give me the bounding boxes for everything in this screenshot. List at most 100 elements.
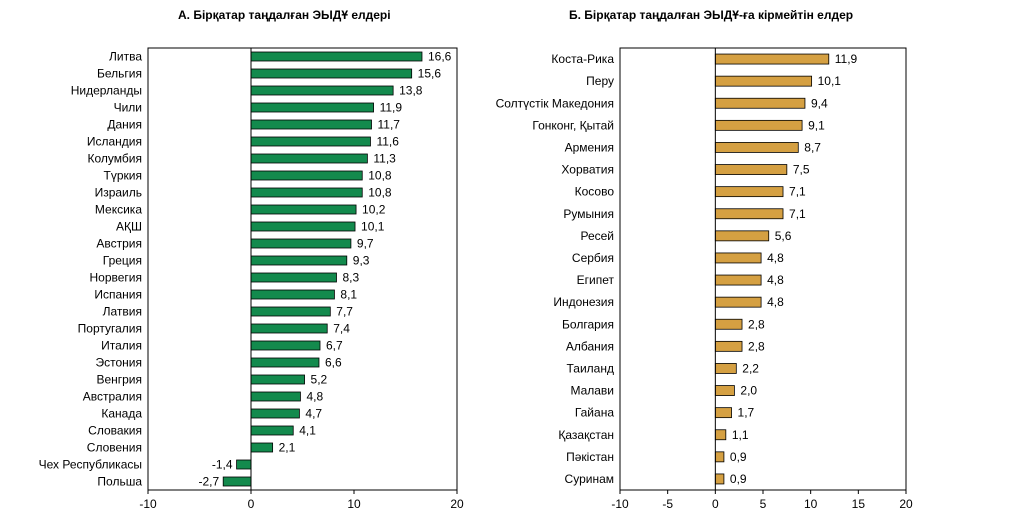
- bar: [222, 476, 252, 487]
- value-label: 5,2: [311, 373, 328, 387]
- value-label: 8,3: [342, 271, 359, 285]
- bar: [714, 451, 725, 463]
- value-label: 4,8: [767, 295, 784, 309]
- category-label: Португалия: [78, 322, 142, 336]
- category-label: Солтүстік Македония: [496, 96, 614, 110]
- bar: [250, 136, 371, 147]
- category-label: Норвегия: [89, 271, 142, 285]
- bar: [236, 459, 252, 470]
- x-tick-label: 10: [804, 497, 818, 511]
- x-tick-label: -10: [139, 497, 157, 511]
- category-label: Малави: [570, 384, 614, 398]
- bar: [250, 289, 335, 300]
- bar: [714, 186, 784, 198]
- chart-title-b: Б. Бірқатар таңдалған ЭЫДҰ-ға кірмейтін …: [569, 8, 854, 22]
- category-label: Коста-Рика: [551, 52, 614, 66]
- bar: [714, 407, 732, 419]
- bar: [714, 296, 762, 308]
- value-label: 0,9: [730, 450, 747, 464]
- x-tick-label: -10: [611, 497, 629, 511]
- category-label: Гайана: [575, 406, 615, 420]
- bar: [250, 85, 394, 96]
- value-label: 11,9: [835, 52, 858, 66]
- value-label: 5,6: [775, 229, 792, 243]
- plot-frame: [147, 47, 458, 491]
- category-label: Таиланд: [567, 361, 614, 375]
- value-label: 4,1: [299, 424, 316, 438]
- category-label: Чех Республикасы: [39, 458, 142, 472]
- value-label: 10,1: [361, 220, 385, 234]
- value-label: 6,6: [325, 356, 342, 370]
- category-label: Колумбия: [88, 152, 142, 166]
- category-label: Латвия: [103, 305, 142, 319]
- category-label: Дания: [107, 118, 142, 132]
- value-label: 2,1: [279, 441, 296, 455]
- bar: [250, 170, 363, 181]
- x-tick-label: -5: [662, 497, 673, 511]
- category-label: Гонконг, Қытай: [532, 118, 614, 132]
- category-label: Румыния: [563, 207, 614, 221]
- category-label: Словакия: [88, 424, 142, 438]
- category-label: Австрия: [96, 237, 142, 251]
- category-label: Пәкістан: [566, 450, 614, 464]
- bar: [250, 408, 300, 419]
- value-label: 15,6: [418, 67, 442, 81]
- bar: [714, 119, 803, 131]
- bar: [714, 473, 725, 485]
- category-label: Словения: [87, 441, 142, 455]
- value-label: 4,8: [767, 273, 784, 287]
- value-label: 6,7: [326, 339, 343, 353]
- value-label: 2,2: [742, 361, 759, 375]
- bar: [250, 238, 352, 249]
- bar: [714, 142, 799, 153]
- category-label: Мексика: [95, 203, 142, 217]
- category-label: Армения: [565, 140, 614, 154]
- category-label: Суринам: [565, 472, 614, 486]
- value-label: 0,9: [730, 472, 747, 486]
- value-label: -2,7: [199, 475, 220, 489]
- bar: [714, 318, 743, 330]
- x-tick-label: 20: [899, 497, 913, 511]
- x-tick-label: 20: [450, 497, 464, 511]
- bar: [250, 221, 356, 232]
- bar: [250, 323, 328, 334]
- category-label: Түркия: [104, 169, 142, 183]
- category-label: АҚШ: [116, 220, 142, 234]
- category-label: Египет: [577, 273, 615, 287]
- category-label: Албания: [566, 339, 614, 353]
- value-label: 8,1: [340, 288, 357, 302]
- value-label: 9,7: [357, 237, 374, 251]
- value-label: 4,8: [306, 390, 323, 404]
- bar: [714, 208, 784, 220]
- category-label: Болгария: [562, 317, 614, 331]
- value-label: -1,4: [212, 458, 233, 472]
- value-label: 11,7: [378, 118, 401, 132]
- bar: [714, 53, 830, 65]
- panel-a: А. Бірқатар таңдалған ЭЫДҰ елдері -10 0 10…: [39, 8, 464, 511]
- value-label: 7,5: [793, 163, 810, 177]
- bar: [714, 385, 735, 396]
- bar: [250, 68, 413, 79]
- value-label: 9,4: [811, 96, 828, 110]
- category-label: Перу: [586, 74, 614, 88]
- bar: [250, 272, 337, 283]
- x-tick-label: 0: [248, 497, 255, 511]
- bar: [714, 252, 762, 264]
- category-label: Қазақстан: [558, 428, 614, 442]
- value-label: 7,4: [333, 322, 350, 336]
- value-label: 11,3: [373, 152, 396, 166]
- value-label: 4,7: [305, 407, 322, 421]
- category-label: Нидерланды: [71, 84, 142, 98]
- value-label: 13,8: [399, 84, 423, 98]
- value-label: 11,9: [380, 101, 403, 115]
- chart-a-svg: -10 0 10 20 Литва 16,6 Бельгия 15,6 Нидерланды 13…: [39, 47, 464, 511]
- bar: [250, 187, 363, 198]
- bar: [250, 425, 294, 436]
- bar: [250, 357, 320, 368]
- value-label: 2,8: [748, 317, 765, 331]
- x-tick-label: 5: [760, 497, 767, 511]
- category-label: Сербия: [572, 251, 614, 265]
- bar: [714, 363, 737, 374]
- category-label: Исландия: [87, 135, 142, 149]
- chart-title-a: А. Бірқатар таңдалған ЭЫДҰ елдері: [178, 8, 391, 22]
